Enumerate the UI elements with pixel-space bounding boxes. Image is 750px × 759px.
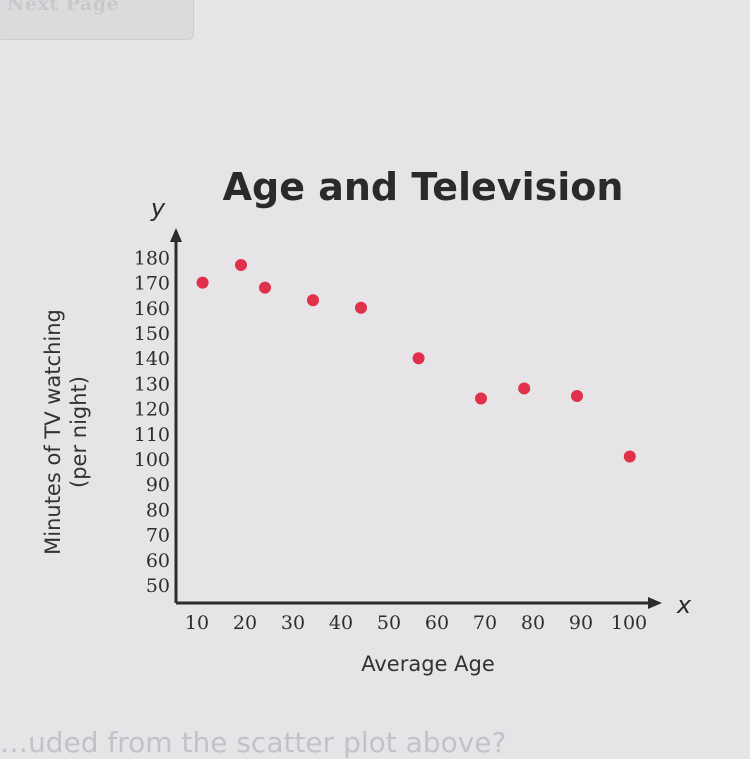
data-point bbox=[475, 392, 487, 405]
y-axis-symbol: y bbox=[150, 194, 166, 222]
x-tick-label: 60 bbox=[425, 612, 449, 634]
data-point bbox=[355, 301, 367, 314]
data-point bbox=[307, 294, 319, 307]
y-tick-label: 110 bbox=[134, 424, 170, 446]
y-tick-label: 70 bbox=[146, 525, 170, 547]
question-text: …uded from the scatter plot above? bbox=[0, 726, 507, 759]
data-point bbox=[571, 390, 583, 402]
y-tick-label: 80 bbox=[146, 499, 170, 521]
next-page-button[interactable]: Next Page bbox=[0, 0, 194, 40]
data-point bbox=[412, 352, 425, 365]
y-tick-label: 50 bbox=[146, 575, 170, 597]
y-tick-label: 180 bbox=[134, 247, 170, 269]
chart-title: Age and Television bbox=[223, 165, 624, 209]
y-tick-label: 60 bbox=[146, 550, 170, 572]
x-tick-label: 80 bbox=[521, 612, 545, 634]
x-tick-label: 100 bbox=[611, 612, 647, 634]
x-axis-symbol: x bbox=[676, 591, 692, 619]
x-tick-label: 70 bbox=[473, 612, 497, 634]
y-tick-label: 90 bbox=[146, 474, 170, 496]
next-page-label: Next Page bbox=[7, 0, 120, 15]
x-tick-label: 20 bbox=[233, 612, 257, 634]
data-point bbox=[518, 382, 531, 395]
data-point bbox=[196, 276, 209, 289]
y-tick-label: 170 bbox=[134, 273, 170, 295]
data-point bbox=[235, 258, 247, 271]
y-axis-label-line-1: Minutes of TV watching bbox=[41, 309, 65, 555]
y-tick-label: 160 bbox=[134, 298, 170, 320]
data-point bbox=[259, 281, 271, 294]
x-tick-label: 90 bbox=[569, 612, 593, 634]
x-axis-label: Average Age bbox=[361, 652, 495, 676]
x-tick-label: 40 bbox=[329, 612, 353, 634]
y-tick-label: 130 bbox=[134, 373, 170, 395]
x-tick-label: 50 bbox=[377, 612, 401, 634]
data-point bbox=[623, 450, 636, 463]
y-tick-label: 100 bbox=[134, 449, 170, 471]
x-tick-label: 10 bbox=[185, 612, 209, 634]
y-axis-arrow bbox=[170, 228, 182, 242]
x-axis-arrow bbox=[648, 597, 662, 609]
y-axis-label-line-2: (per night) bbox=[67, 376, 91, 488]
y-tick-label: 150 bbox=[134, 323, 170, 345]
y-tick-label: 120 bbox=[134, 399, 170, 421]
x-tick-label: 30 bbox=[281, 612, 305, 634]
y-tick-label: 140 bbox=[134, 348, 170, 370]
